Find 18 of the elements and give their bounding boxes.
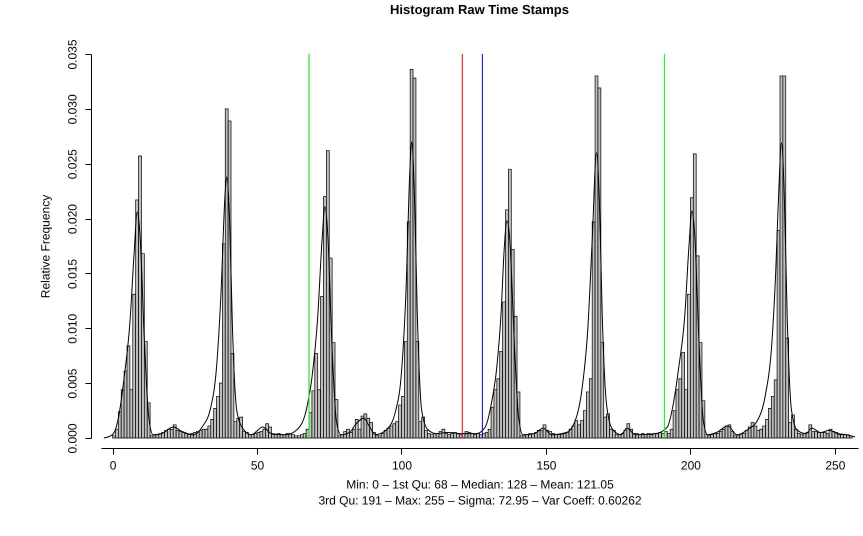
x-tick-label: 50 <box>250 458 265 472</box>
text: Min: 0 – 1st Qu: 68 – Median: 128 – Mean: 121.05 <box>346 478 614 492</box>
x-tick-label: 200 <box>680 458 702 472</box>
y-tick-label: 0.035 <box>66 39 80 70</box>
y-tick-label: 0.010 <box>66 313 80 344</box>
x-tick-label: 0 <box>110 458 117 472</box>
x-tick-label: 250 <box>825 458 846 472</box>
y-axis-title: Relative Frequency <box>38 194 52 298</box>
x-tick-label: 150 <box>536 458 557 472</box>
y-tick-label: 0.030 <box>66 94 80 124</box>
x-tick-label: 100 <box>392 458 412 472</box>
text: 3rd Qu: 191 – Max: 255 – Sigma: 72.95 – Var Coeff: 0.60262 <box>318 494 642 508</box>
y-tick-label: 0.015 <box>66 258 80 289</box>
y-tick-label: 0.000 <box>66 423 80 454</box>
chart-title: Histogram Raw Time Stamps <box>390 2 569 17</box>
y-tick-label: 0.005 <box>66 368 80 399</box>
y-tick-label: 0.025 <box>66 148 80 180</box>
y-tick-label: 0.020 <box>66 204 80 234</box>
